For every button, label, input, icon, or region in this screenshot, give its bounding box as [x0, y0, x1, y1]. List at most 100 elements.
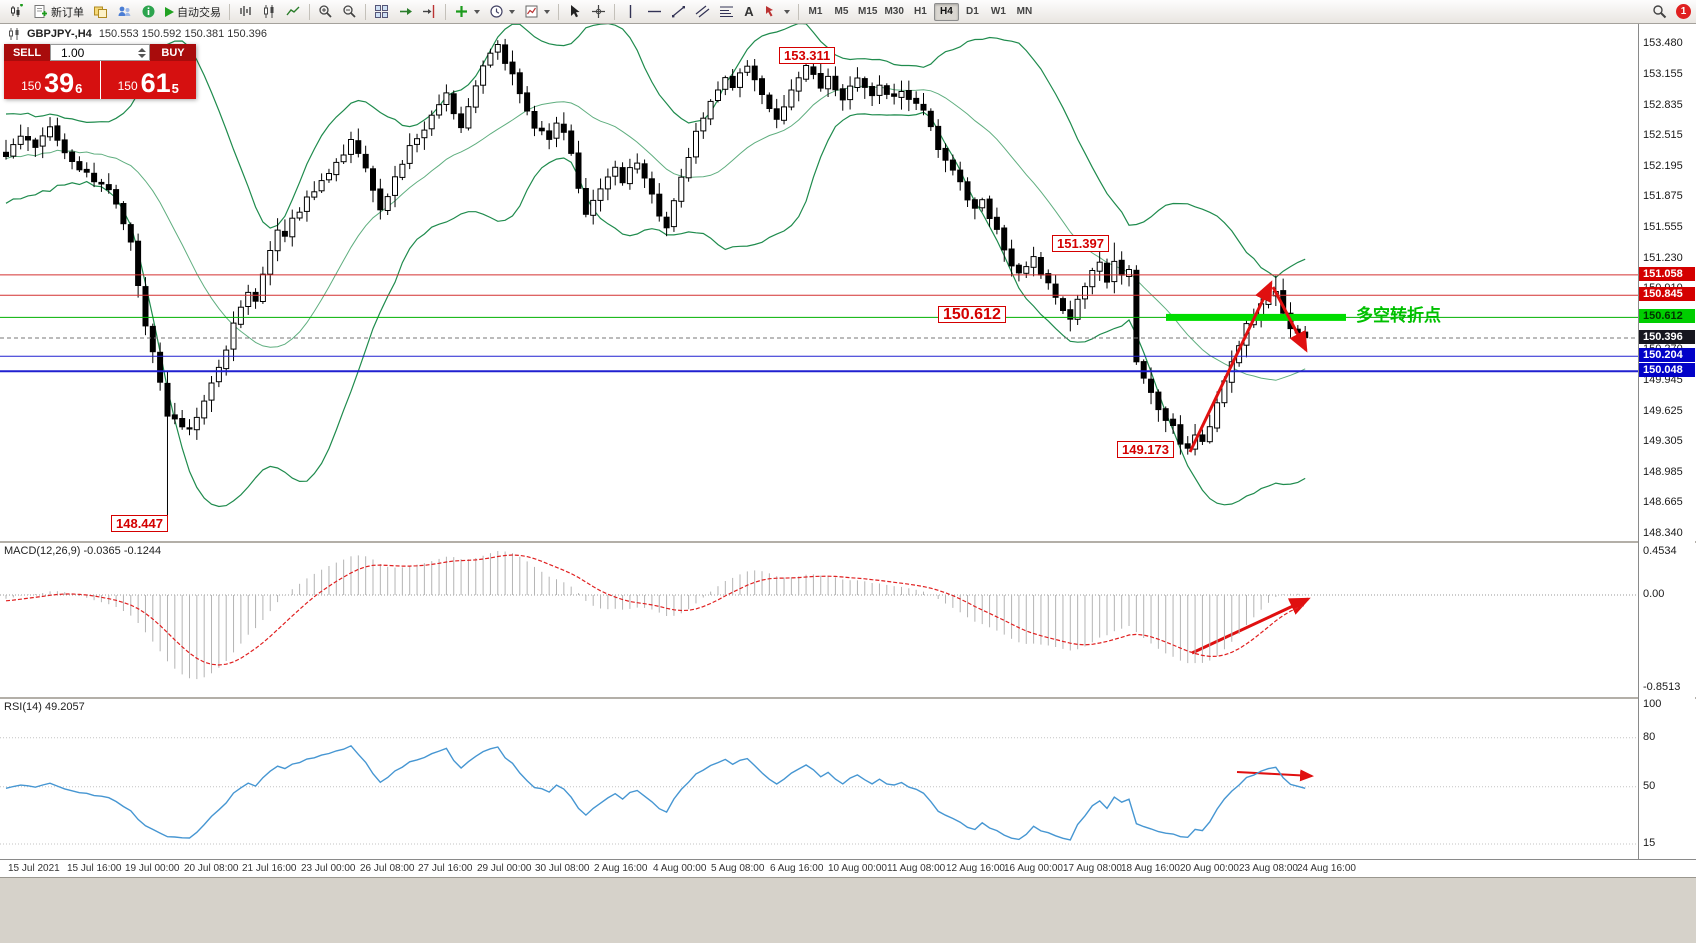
arrow-label-icon	[766, 6, 773, 17]
indicators-button[interactable]	[450, 2, 484, 22]
annotation-arrow[interactable]	[1188, 280, 1273, 453]
price-axis-tag: 150.204	[1639, 348, 1695, 362]
macd-panel-canvas[interactable]	[0, 543, 1638, 697]
line-chart-button[interactable]	[282, 2, 305, 22]
sell-tab[interactable]: SELL	[4, 44, 50, 61]
price-callout-label[interactable]: 153.311	[779, 47, 836, 64]
timeframe-button-w1[interactable]: W1	[986, 3, 1011, 21]
volume-stepper[interactable]: 1.00	[50, 44, 150, 61]
charts-window-button[interactable]	[89, 2, 112, 22]
price-callout-label[interactable]: 148.447	[111, 515, 168, 532]
windows-icon	[94, 6, 107, 18]
timeframe-button-m5[interactable]: M5	[829, 3, 854, 21]
periods-button[interactable]	[485, 2, 519, 22]
trendline-icon	[672, 6, 685, 18]
new-order-button[interactable]: 新订单	[29, 2, 88, 22]
crosshair-button[interactable]	[587, 2, 610, 22]
time-axis[interactable]: 15 Jul 2021 15 Jul 16:00 19 Jul 00:00 20 Ju…	[0, 859, 1696, 877]
price-axis[interactable]: 153.480 153.155 152.835 152.515 152.195 151.8…	[1638, 24, 1695, 859]
price-chart-canvas[interactable]	[0, 24, 1638, 541]
price-callout-label[interactable]: 150.612	[938, 306, 1006, 323]
timeframe-button-mn[interactable]: MN	[1012, 3, 1037, 21]
chart-shift-button[interactable]	[418, 2, 441, 22]
bar-chart-button[interactable]	[234, 2, 257, 22]
one-click-trading-panel: SELL 1.00 BUY 150 39 6 150 61 5	[4, 44, 196, 99]
annotation-arrow[interactable]	[1271, 286, 1308, 353]
profiles-button[interactable]	[113, 2, 136, 22]
annotation-arrow[interactable]	[1191, 597, 1311, 655]
templates-button[interactable]	[520, 2, 554, 22]
price-axis-label: 151.875	[1643, 190, 1683, 202]
time-axis-label: 30 Jul 08:00	[535, 863, 590, 874]
price-axis-tag: 151.058	[1639, 267, 1695, 281]
panel-separator[interactable]	[0, 541, 1696, 543]
new-chart-button[interactable]	[5, 2, 28, 22]
candlestick-chart-button[interactable]	[258, 2, 281, 22]
volume-spinner[interactable]	[138, 47, 146, 58]
cursor-button[interactable]	[563, 2, 586, 22]
auto-scroll-button[interactable]	[394, 2, 417, 22]
notification-badge[interactable]: 1	[1676, 4, 1691, 19]
auto-trading-button[interactable]: 自动交易	[161, 2, 225, 22]
fibonacci-button[interactable]	[715, 2, 738, 22]
spinner-down-icon[interactable]	[138, 53, 146, 58]
zoom-in-icon	[319, 5, 332, 18]
rsi-panel-canvas[interactable]	[0, 699, 1638, 859]
price-axis-label: 148.665	[1643, 496, 1683, 508]
level-lines[interactable]	[0, 274, 1638, 373]
timeframe-button-h4[interactable]: H4	[933, 2, 959, 21]
price-callout-label[interactable]: 151.397	[1052, 235, 1109, 252]
chart-title: GBPJPY-,H4 150.553 150.592 150.381 150.3…	[8, 28, 267, 40]
horizontal-line-button[interactable]	[643, 2, 666, 22]
sell-price-pip: 6	[75, 81, 83, 96]
panel-separator[interactable]	[0, 697, 1696, 699]
toolbar-separator	[229, 3, 230, 20]
time-axis-label: 23 Jul 00:00	[301, 863, 356, 874]
tile-windows-icon	[375, 5, 388, 18]
time-axis-label: 11 Aug 08:00	[887, 863, 946, 874]
trendline-button[interactable]	[667, 2, 690, 22]
spinner-up-icon[interactable]	[138, 47, 146, 52]
vertical-line-button[interactable]	[619, 2, 642, 22]
timeframe-button-m15[interactable]: M15	[855, 3, 880, 21]
text-tool-button[interactable]: A	[739, 2, 759, 22]
time-axis-label: 21 Jul 16:00	[242, 863, 297, 874]
search-button[interactable]	[1648, 2, 1671, 22]
sell-button[interactable]: 150 39 6	[4, 61, 100, 99]
rsi-axis-label: 100	[1643, 698, 1662, 710]
data-window-button[interactable]	[137, 2, 160, 22]
auto-trading-label: 自动交易	[177, 6, 221, 19]
search-icon	[1653, 5, 1667, 19]
toolbar-separator	[798, 3, 799, 20]
time-axis-label: 26 Jul 08:00	[360, 863, 415, 874]
timeframe-button-m1[interactable]: M1	[803, 3, 828, 21]
channel-button[interactable]	[691, 2, 714, 22]
price-callout-label[interactable]: 149.173	[1117, 441, 1174, 458]
tile-windows-button[interactable]	[370, 2, 393, 22]
timeframe-button-h1[interactable]: H1	[908, 3, 933, 21]
sell-price-main: 39	[44, 68, 75, 98]
ohlc-values: 150.553 150.592 150.381 150.396	[98, 28, 268, 40]
timeframe-button-m30[interactable]: M30	[881, 3, 906, 21]
indicators-icon	[456, 6, 467, 17]
rsi-axis-label: 50	[1643, 780, 1656, 792]
zoom-out-button[interactable]	[338, 2, 361, 22]
profiles-icon	[118, 6, 131, 16]
chevron-down-icon	[474, 9, 480, 14]
arrow-label-button[interactable]	[760, 2, 794, 22]
time-axis-label: 6 Aug 16:00	[770, 863, 824, 874]
info-icon	[142, 5, 155, 18]
zoom-in-button[interactable]	[314, 2, 337, 22]
time-axis-label: 15 Jul 2021	[8, 863, 60, 874]
line-chart-icon	[286, 6, 300, 16]
annotation-arrow[interactable]	[1236, 769, 1314, 782]
buy-button[interactable]: 150 61 5	[100, 61, 196, 99]
rsi-line	[5, 744, 1306, 841]
new-order-label: 新订单	[51, 6, 84, 19]
crosshair-icon	[592, 5, 605, 18]
chart-shift-icon	[423, 5, 435, 18]
buy-tab[interactable]: BUY	[150, 44, 196, 61]
vertical-line-icon	[629, 5, 632, 18]
timeframe-button-d1[interactable]: D1	[960, 3, 985, 21]
price-axis-label: 151.555	[1643, 221, 1683, 233]
